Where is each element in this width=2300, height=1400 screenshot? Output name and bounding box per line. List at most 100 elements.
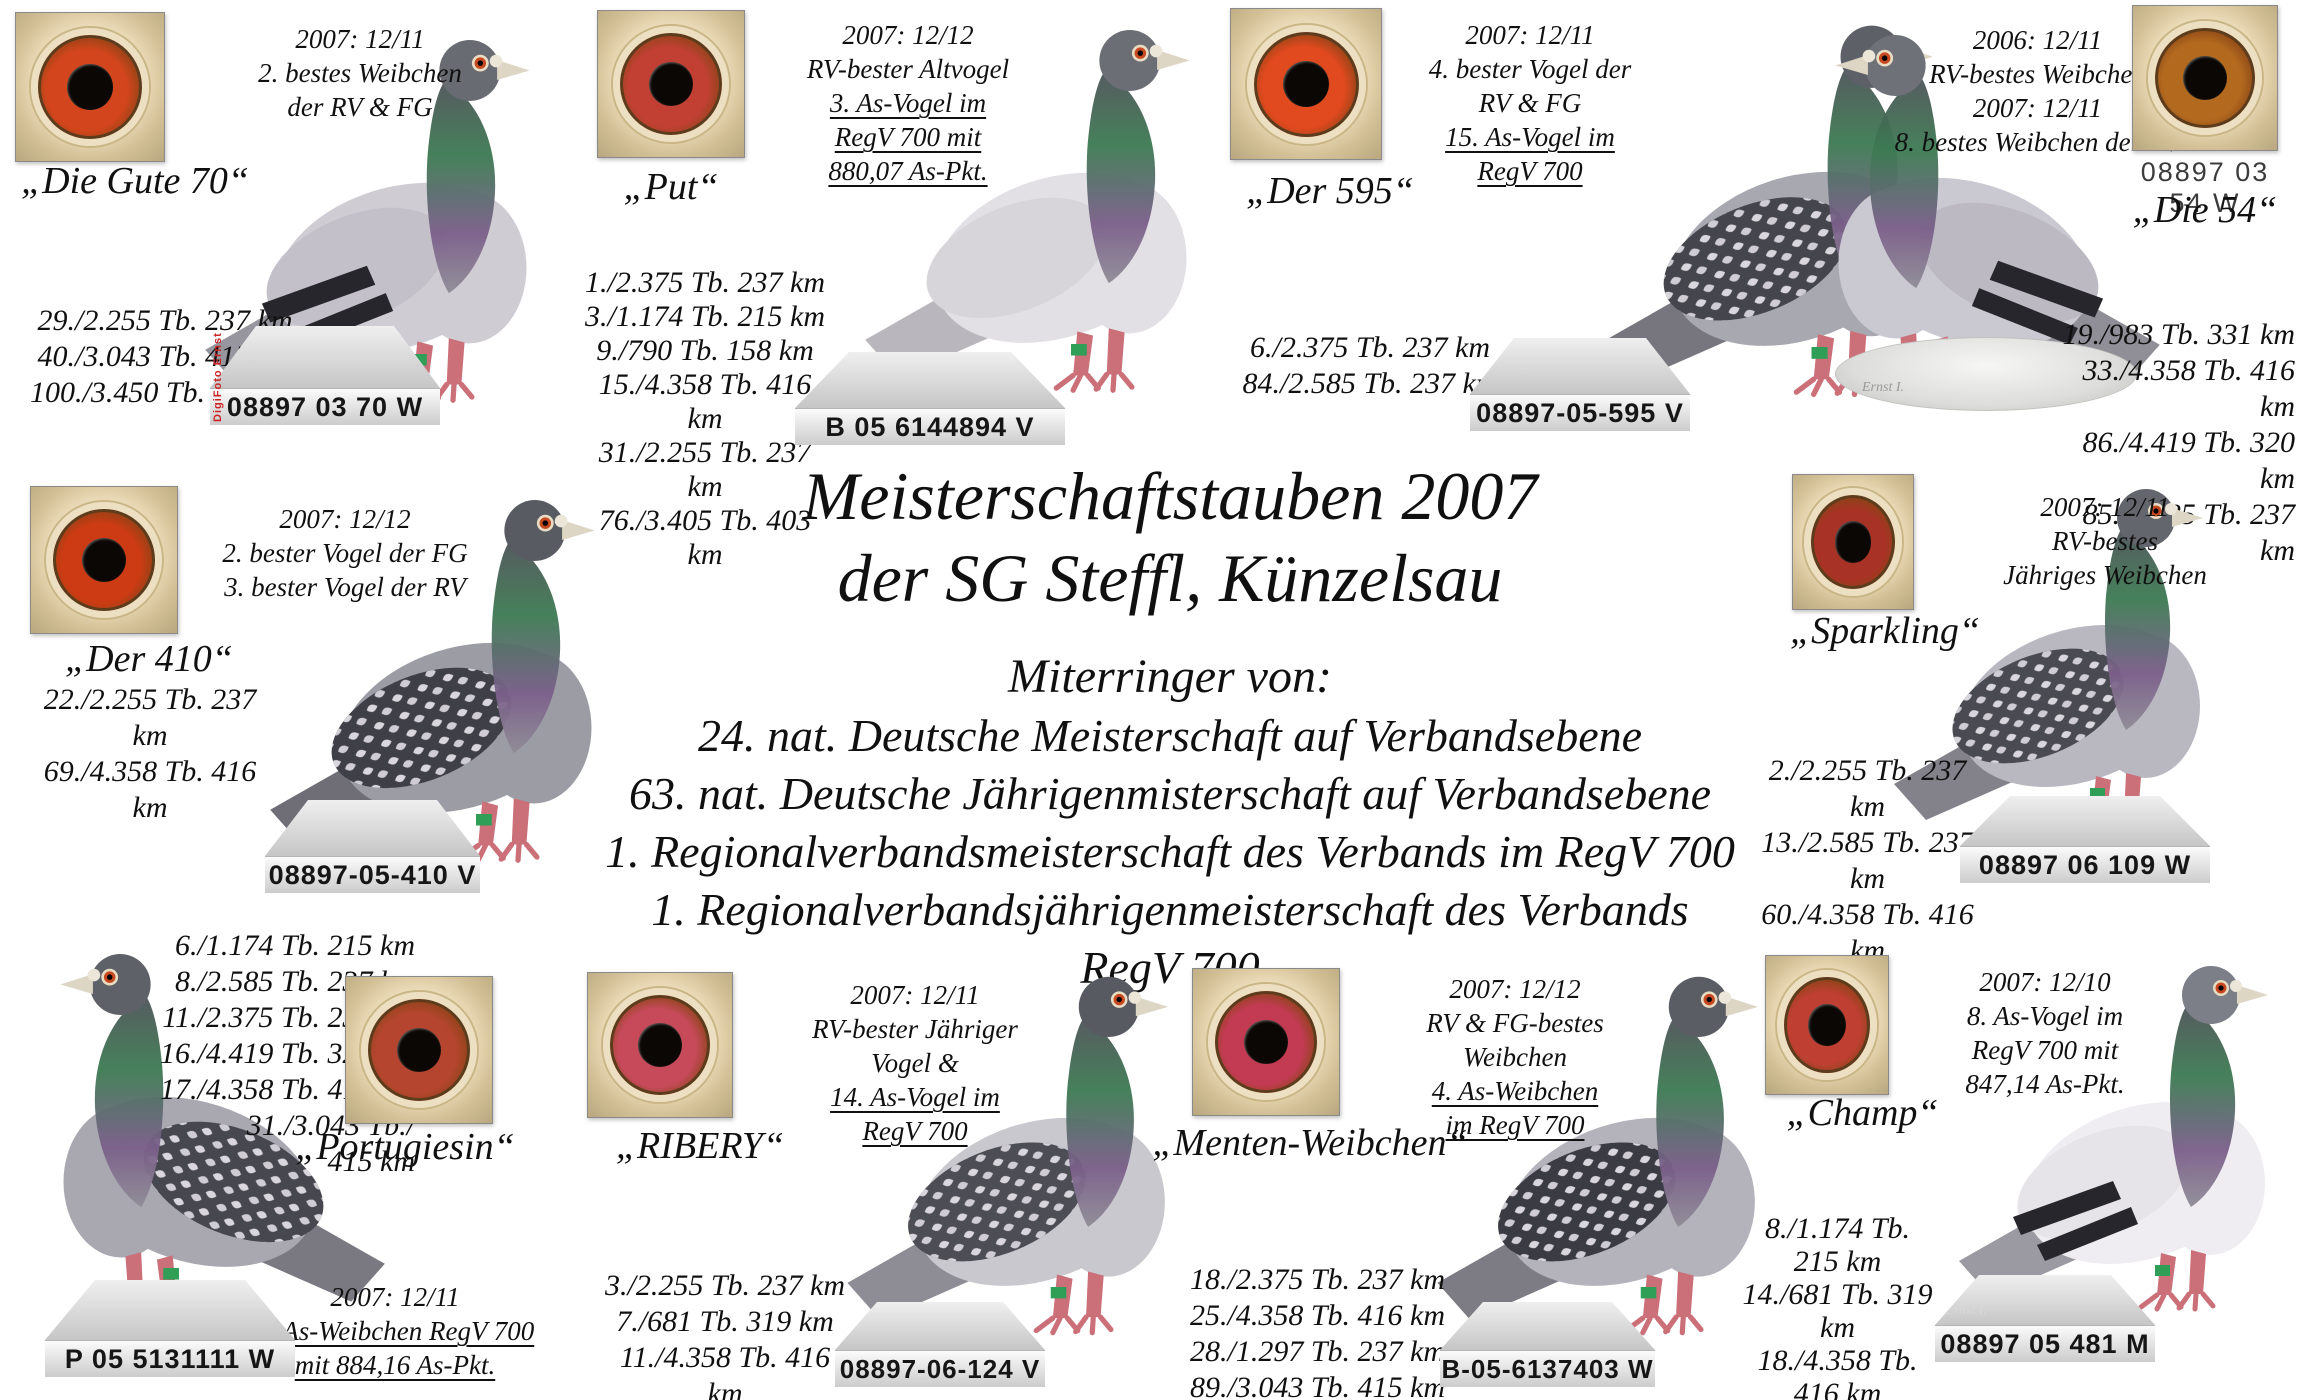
platform-top: Ernst I. [1935,1275,2155,1325]
platform-top [1440,1302,1655,1350]
award-line: RV & FG-bestes [1426,1008,1604,1038]
eye-pupil [637,1022,683,1068]
award-line: 847,14 As-Pkt. [1965,1069,2125,1099]
eye-pupil [1282,60,1330,108]
pigeon-card-champ: 2007: 12/10 8. As-Vogel im RegV 700 mit … [1740,950,2300,1400]
award-line: mit 884,16 As-Pkt. [294,1350,496,1380]
platform-top [1960,796,2210,846]
result-line: 6./1.174 Tb. 215 km [175,929,415,962]
award-line: 4. As-Weibchen [1431,1076,1599,1106]
award-line: 2. bestes Weibchen [258,58,462,88]
eye-photo [2132,5,2278,151]
pigeon-name: „Put“ [623,166,719,208]
eye-photo [345,976,493,1124]
platform-top [1470,338,1690,394]
award-line: RV-bestes [2052,526,2158,556]
ring-plate: 08897-05-410 V [265,856,480,893]
pigeon-name: „Der 410“ [65,638,233,680]
ring-number: 08897-05-410 V [268,859,477,890]
award-line: Weibchen [1463,1042,1567,1072]
award-text: 2007: 12/11 5. As-Weibchen RegV 700 mit … [245,1280,545,1382]
ring-plate: 08897-05-595 V [1470,394,1690,431]
pigeon-name: „Menten-Weibchen“ [1152,1122,1468,1164]
result-line: 19./983 Tb. 331 km [2062,318,2296,351]
result-line: 1./2.375 Tb. 237 km [585,266,825,299]
photo-credit: DigiFoto Ernst [212,332,224,422]
award-line: 880,07 As-Pkt. [828,156,988,186]
results-list: 6./2.375 Tb. 237 km 84./2.585 Tb. 237 km [1235,330,1505,402]
result-line: 9./790 Tb. 158 km [596,334,814,367]
result-line: 69./4.358 Tb. 416 km [43,755,257,824]
pigeon-card-der-595: 2007: 12/11 4. bester Vogel der RV & FG … [1215,8,1985,448]
results-list: 1./2.375 Tb. 237 km 3./1.174 Tb. 215 km … [585,266,825,572]
pigeon-name: „Der 595“ [1246,170,1414,212]
award-text: 2007: 12/11 2. bestes Weibchen der RV & … [170,22,550,124]
award-line: RegV 700 [1477,156,1583,186]
result-line: 2./2.255 Tb. 237 km [1768,754,1967,823]
eye-pupil [81,537,127,583]
ring-platform: 08897-06-124 V [835,1302,1045,1387]
award-line: RV & FG [1478,88,1582,118]
ring-platform: 08897-05-595 V [1470,338,1690,431]
award-line: 15. As-Vogel im [1445,122,1615,152]
award-line: RV-bester Jähriger [812,1014,1018,1044]
award-line: 2007: 12/11 [295,24,425,54]
platform-top [795,352,1065,408]
award-line: 2007: 12/11 [330,1282,460,1312]
award-line: 2007: 12/10 [1979,967,2111,997]
award-line: 2007: 12/11 [850,980,980,1010]
award-line: 2006: 12/11 [1972,25,2103,55]
ring-number: P 05 5131111 W [64,1343,276,1374]
ring-platform: B 05 6144894 V [795,352,1065,445]
award-line: RV-bester Altvogel [806,54,1010,84]
ring-number: 08897 03 54 W [2140,157,2270,218]
achievement-line: 24. nat. Deutsche Meisterschaft auf Verb… [697,710,1643,761]
eye-iris [1207,983,1325,1101]
ring-number: B 05 6144894 V [825,411,1035,442]
eye-pupil [648,61,694,107]
eye-iris [2147,20,2263,136]
ring-number: 08897 06 109 W [1978,849,2192,880]
award-line: 2. bester Vogel der FG [222,538,468,568]
eye-pupil [1808,1003,1846,1047]
award-text: 2007: 12/12 RV & FG-bestes Weibchen 4. A… [1360,972,1670,1142]
result-line: 31./2.255 Tb. 237 km [598,436,812,503]
award-line: 2007: 12/11 [1465,20,1595,50]
ring-plate: 08897 06 109 W [1960,846,2210,883]
result-line: 33./4.358 Tb. 416 km [2082,354,2295,423]
award-text: 2007: 12/11 RV-bestes Jähriges Weibchen [1925,490,2285,592]
results-list: 8./1.174 Tb. 215 km 14./681 Tb. 319 km 1… [1740,1212,1935,1400]
platform-top [835,1302,1045,1350]
award-line: 8. As-Vogel im [1966,1001,2124,1031]
eye-pupil [2182,55,2228,101]
headline-block: Meisterschaftstauben 2007 der SG Steffl,… [600,455,1740,993]
ring-platform: B-05-6137403 W [1440,1302,1655,1387]
ring-platform: 08897-05-410 V [265,800,480,893]
eye-pupil [396,1027,442,1073]
award-line: RV-bestes Weibchen [1929,59,2146,89]
pigeon-card-ribery: 2007: 12/11 RV-bester Jähriger Vogel & 1… [585,950,1235,1400]
ring-plate: P 05 5131111 W [45,1340,295,1377]
award-line: 2007: 12/11 [1972,93,2103,123]
pigeon-name: „Die 54“ [2132,189,2278,231]
eye-pupil [1834,521,1872,563]
pigeon-card-die-54: Ernst I. 2006: 12/11 RV-bestes Weibchen … [1780,5,2296,567]
eye-iris [1804,488,1902,596]
result-line: 3./1.174 Tb. 215 km [585,300,825,333]
award-line: 2007: 12/12 [842,20,974,50]
pigeon-name: „Sparkling“ [1789,610,1981,652]
ring-platform: 08897 06 109 W [1960,796,2210,883]
award-line: 2007: 12/12 [279,504,411,534]
award-text: 2007: 12/12 2. bester Vogel der FG 3. be… [170,502,520,604]
result-line: 415 km [327,1145,415,1178]
poster-title-line1: Meisterschaftstauben 2007 [802,458,1538,534]
result-line: 22./2.255 Tb. 237 km [43,683,257,752]
eye-iris [612,25,730,143]
pigeon-name: „Champ“ [1786,1092,1939,1134]
pigeon-name: „Die Gute 70“ [21,160,249,202]
result-line: 18./2.375 Tb. 237 km [1190,1263,1445,1296]
eye-iris [45,501,163,619]
eye-photo [587,972,733,1118]
platform-top [210,326,440,388]
